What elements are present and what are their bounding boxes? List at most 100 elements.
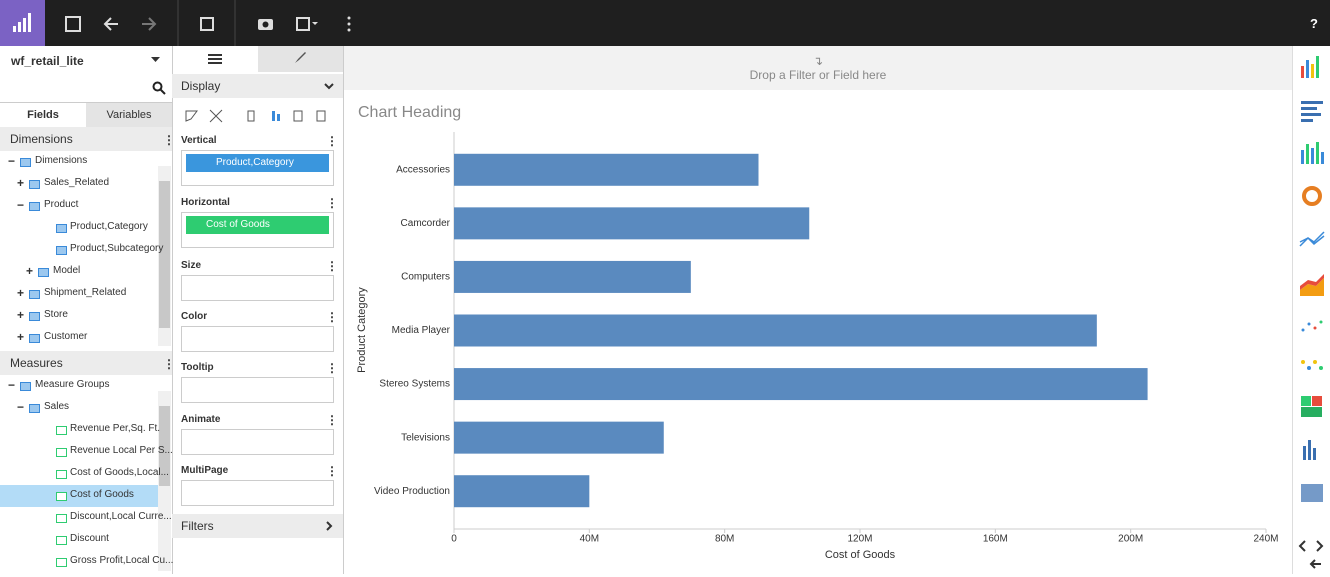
- toolbar: ?: [0, 0, 1330, 46]
- field-icon: [29, 180, 40, 189]
- display-tools[interactable]: [184, 109, 334, 123]
- bucket-label: Horizontal: [181, 197, 230, 208]
- tree-item[interactable]: Product,Subcategory: [70, 243, 164, 254]
- tree-item[interactable]: Product: [44, 199, 79, 210]
- expander: +: [17, 286, 25, 300]
- bucket-label: Animate: [181, 414, 221, 425]
- bucket-box[interactable]: Cost of Goods: [181, 212, 334, 248]
- y-tick-label: Camcorder: [401, 218, 451, 229]
- field-pill-text: Product,Category: [216, 157, 294, 168]
- field-icon: [29, 404, 40, 413]
- bucket-box[interactable]: [181, 377, 334, 403]
- field-icon: [29, 290, 40, 299]
- x-axis-label: Cost of Goods: [825, 549, 896, 561]
- tree-item[interactable]: Store: [44, 309, 68, 320]
- field-icon: [56, 492, 67, 501]
- x-tick-label: 40M: [580, 534, 599, 545]
- tab[interactable]: Variables: [86, 102, 172, 127]
- y-tick-label: Stereo Systems: [379, 379, 450, 390]
- bucket-label: Size: [181, 260, 202, 271]
- tree-item[interactable]: Sales: [44, 401, 70, 412]
- bucket-label: Tooltip: [181, 362, 214, 373]
- drop-zone[interactable]: ↴ Drop a Filter or Field here: [344, 46, 1292, 90]
- tree-item[interactable]: Cost of Goods: [70, 489, 134, 500]
- x-tick-label: 160M: [983, 534, 1008, 545]
- expander: −: [17, 198, 25, 212]
- y-tick-label: Video Production: [374, 486, 450, 497]
- tree-item[interactable]: Discount,Local Curre...: [70, 511, 172, 522]
- chart-type-icons[interactable]: [1293, 46, 1330, 574]
- field-pill[interactable]: Cost of Goods: [186, 216, 329, 234]
- tree-item[interactable]: Model: [53, 265, 81, 276]
- bar: [454, 421, 664, 454]
- search-icon[interactable]: [152, 81, 166, 95]
- field-icon: [56, 448, 67, 457]
- field-icon: [56, 426, 67, 435]
- chart-type-strip: [1292, 46, 1330, 574]
- field-icon: [56, 246, 67, 255]
- field-icon: [56, 514, 67, 523]
- y-tick-label: Media Player: [392, 325, 451, 336]
- field-icon: [56, 558, 67, 567]
- bucket-box[interactable]: [181, 480, 334, 506]
- field-icon: [29, 312, 40, 321]
- bar: [454, 260, 691, 293]
- field-icon: [38, 268, 49, 277]
- bucket-label: Color: [181, 311, 208, 322]
- expander: +: [17, 176, 25, 190]
- tree-item[interactable]: Customer: [44, 331, 88, 342]
- bucket-label: MultiPage: [181, 465, 229, 476]
- bar: [454, 153, 759, 186]
- tree-item[interactable]: Revenue Per,Sq. Ft.: [70, 423, 161, 434]
- x-tick-label: 80M: [715, 534, 734, 545]
- field-icon: [56, 536, 67, 545]
- field-icon: [20, 158, 31, 167]
- bar: [454, 207, 810, 240]
- field-pill[interactable]: Product,Category: [186, 154, 329, 172]
- tree-item[interactable]: Measure Groups: [35, 379, 110, 390]
- tree-item[interactable]: Dimensions: [35, 155, 88, 166]
- toolbar-icons[interactable]: [45, 0, 365, 46]
- expander: +: [26, 264, 34, 278]
- bucket-box[interactable]: [181, 275, 334, 301]
- bar: [454, 475, 590, 508]
- field-icon: [56, 224, 67, 233]
- logo[interactable]: [0, 0, 45, 46]
- section-header[interactable]: Display: [172, 74, 343, 98]
- tree-item[interactable]: Product,Category: [70, 221, 148, 232]
- expander: −: [8, 378, 16, 392]
- menu-dots: ⋮: [326, 196, 338, 210]
- tree-item[interactable]: Shipment_Related: [44, 287, 127, 298]
- bucket-box[interactable]: Product,Category: [181, 150, 334, 186]
- y-tick-label: Televisions: [401, 432, 450, 443]
- section-header: Dimensions: [0, 127, 172, 151]
- expander: −: [8, 154, 16, 168]
- source-name[interactable]: wf_retail_lite: [11, 54, 84, 68]
- query-panel: Display Vertical ⋮ Product,Category Horizon…: [172, 46, 344, 574]
- expander: +: [17, 330, 25, 344]
- bucket-box[interactable]: [181, 429, 334, 455]
- y-tick-label: Accessories: [396, 164, 450, 175]
- field-icon: [20, 382, 31, 391]
- field-pill-text: Cost of Goods: [206, 219, 270, 230]
- help[interactable]: ?: [1310, 16, 1318, 31]
- menu-dots: ⋮: [326, 413, 338, 427]
- tree-item[interactable]: Sales_Related: [44, 177, 110, 188]
- section-header[interactable]: Filters: [172, 514, 343, 538]
- bucket-label: Vertical: [181, 135, 217, 146]
- y-tick-label: Computers: [401, 272, 450, 283]
- tree-item[interactable]: Cost of Goods,Local...: [70, 467, 169, 478]
- x-tick-label: 0: [451, 534, 457, 545]
- tab[interactable]: Fields: [0, 102, 86, 127]
- menu-dots: ⋮: [326, 259, 338, 273]
- drop-zone-text: Drop a Filter or Field here: [749, 68, 887, 82]
- bar: [454, 314, 1097, 347]
- section-header: Measures: [0, 351, 172, 375]
- y-axis-label: Product Category: [356, 287, 368, 373]
- tree-item[interactable]: Discount: [70, 533, 109, 544]
- tree-item[interactable]: Gross Profit,Local Cu...: [70, 555, 174, 566]
- bucket-box[interactable]: [181, 326, 334, 352]
- menu-dots: ⋮: [326, 464, 338, 478]
- tree-item[interactable]: Revenue Local Per S...: [70, 445, 173, 456]
